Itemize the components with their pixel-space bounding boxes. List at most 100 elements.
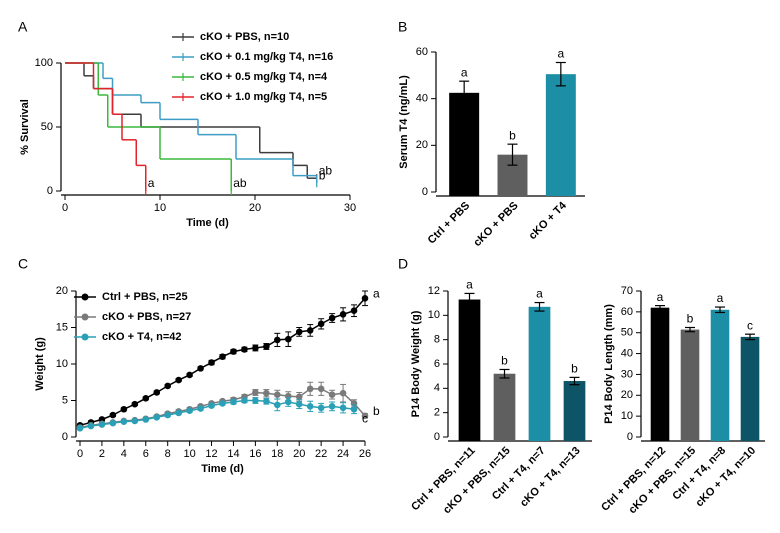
data-point — [339, 311, 347, 318]
data-point — [274, 391, 281, 398]
x-tick-label: 6 — [143, 448, 149, 460]
data-point — [98, 421, 106, 428]
data-point — [263, 397, 270, 405]
significance-letter: a — [461, 65, 468, 79]
x-tick-label: 16 — [249, 448, 261, 460]
data-point — [339, 404, 347, 412]
y-tick-label: 0 — [627, 431, 633, 443]
y-tick-label: 20 — [56, 285, 68, 297]
data-point — [131, 400, 139, 408]
bar — [528, 306, 551, 441]
data-point — [339, 389, 347, 397]
legend-label: cKO + PBS, n=27 — [102, 311, 191, 323]
significance-letter: a — [466, 278, 473, 292]
y-tick-label: 0 — [422, 186, 428, 198]
data-point — [153, 413, 161, 421]
data-point — [328, 314, 336, 322]
data-point — [350, 307, 358, 315]
data-point — [306, 327, 314, 334]
y-axis-label: P14 Body Length (mm) — [603, 304, 615, 424]
data-point — [186, 371, 193, 379]
data-point — [317, 320, 325, 328]
data-point — [142, 416, 150, 423]
data-point — [306, 385, 314, 393]
x-tick-label: 20 — [249, 202, 261, 214]
data-point — [87, 422, 95, 430]
data-point — [164, 411, 171, 419]
y-tick-label: 0 — [62, 431, 68, 443]
bar — [650, 307, 670, 441]
y-axis-label: % Survival — [19, 99, 31, 155]
x-axis-label: Time (d) — [186, 217, 229, 229]
data-point — [328, 391, 336, 398]
significance-letter: a — [148, 176, 155, 190]
x-tick-label: 30 — [344, 202, 356, 214]
bar — [458, 299, 481, 441]
y-tick-label: 30 — [621, 368, 633, 380]
data-point — [164, 382, 171, 390]
y-tick-label: 70 — [621, 285, 633, 297]
y-tick-label: 100 — [35, 57, 53, 69]
x-tick-label: 18 — [271, 448, 283, 460]
data-point — [153, 389, 161, 396]
data-point — [120, 418, 128, 425]
y-tick-label: 2 — [434, 407, 440, 419]
legend-label: cKO + T4, n=42 — [102, 331, 181, 343]
y-tick-label: 40 — [621, 347, 633, 359]
y-tick-label: 20 — [621, 389, 633, 401]
category-label: cKO + PBS — [471, 200, 520, 249]
significance-letter: b — [571, 362, 578, 376]
data-point — [230, 348, 237, 355]
bar — [545, 74, 576, 196]
significance-letter: b — [373, 404, 380, 418]
y-axis-label: Serum T4 (ng/mL) — [398, 75, 410, 169]
significance-letter: b — [509, 128, 516, 142]
bar — [740, 336, 760, 441]
y-tick-label: 40 — [416, 93, 428, 105]
y-tick-label: 6 — [434, 358, 440, 370]
legend-label: cKO + 0.1 mg/kg T4, n=16 — [200, 51, 333, 63]
data-point — [317, 385, 325, 393]
y-tick-label: 15 — [56, 321, 68, 333]
data-point — [219, 353, 226, 361]
panel-letter: D — [398, 256, 408, 272]
data-point — [186, 407, 193, 415]
significance-letter: c — [747, 318, 753, 332]
y-tick-label: 5 — [62, 394, 68, 406]
x-tick-label: 0 — [62, 202, 68, 214]
legend-marker — [81, 293, 89, 301]
category-label: Ctrl + PBS, n=11 — [409, 445, 478, 514]
bar — [493, 373, 516, 441]
data-point — [306, 403, 314, 410]
significance-letter: a — [557, 47, 564, 61]
significance-letter: a — [536, 287, 543, 301]
significance-letter: ab — [233, 176, 247, 190]
y-tick-label: 0 — [434, 431, 440, 443]
y-tick-label: 10 — [428, 309, 440, 321]
data-point — [131, 417, 139, 425]
significance-letter: a — [373, 286, 380, 300]
significance-letter: c — [362, 411, 368, 425]
y-tick-label: 60 — [621, 306, 633, 318]
y-tick-label: 0 — [47, 185, 53, 197]
data-point — [252, 344, 259, 352]
x-tick-label: 10 — [154, 202, 166, 214]
category-label: cKO + T4, n=13 — [518, 445, 583, 510]
data-point — [230, 398, 237, 406]
data-point — [295, 328, 303, 336]
data-point — [252, 389, 259, 396]
x-tick-label: 12 — [205, 448, 217, 460]
y-tick-label: 50 — [621, 327, 633, 339]
data-point — [76, 424, 84, 432]
y-tick-label: 12 — [428, 285, 440, 297]
data-point — [175, 409, 182, 417]
data-point — [361, 412, 369, 420]
panel-letter: B — [398, 19, 407, 35]
y-tick-label: 10 — [56, 358, 68, 370]
significance-letter: b — [319, 168, 326, 182]
data-point — [219, 400, 226, 407]
y-tick-label: 50 — [41, 121, 53, 133]
x-axis-label: Time (d) — [201, 463, 244, 475]
bar — [563, 381, 586, 441]
